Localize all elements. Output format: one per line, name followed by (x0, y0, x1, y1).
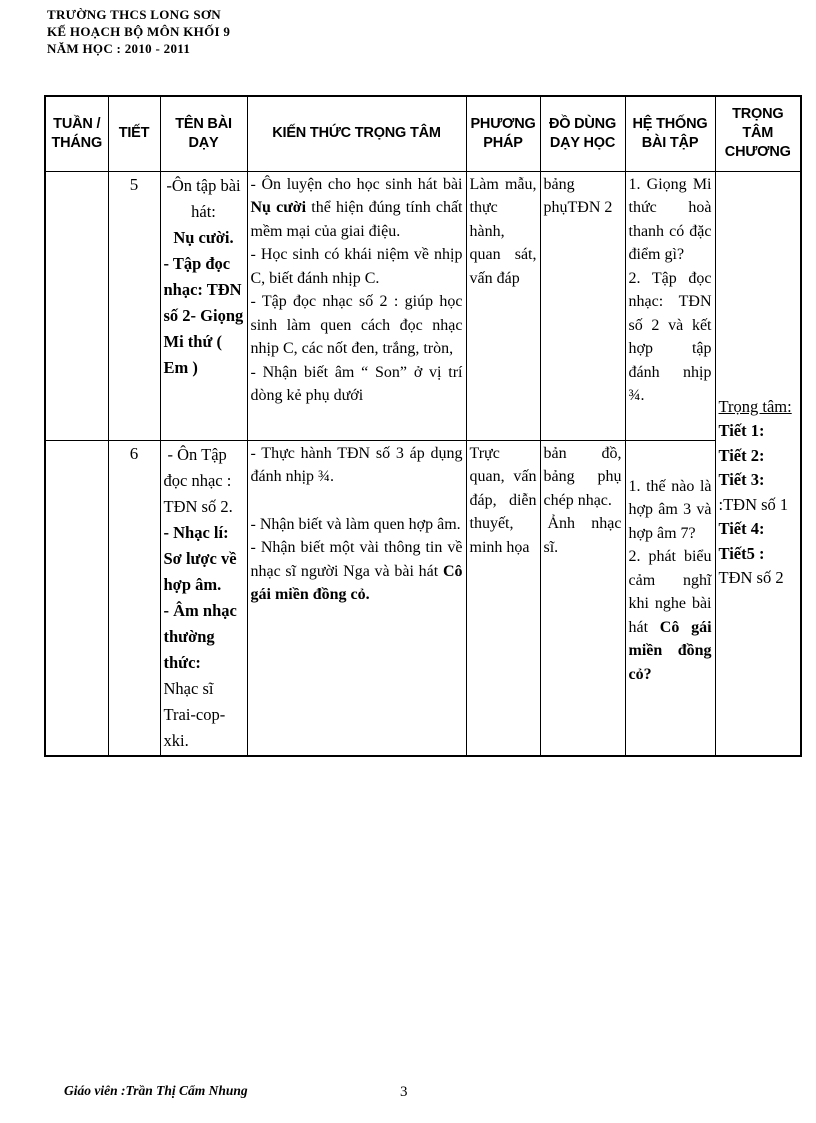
school-name: TRƯỜNG THCS LONG SƠN (47, 7, 221, 22)
school-year: NĂM HỌC : 2010 - 2011 (47, 41, 191, 56)
table-header-row: TUẦN / THÁNG TIẾT TÊN BÀI DẠY KIẾN THỨC … (44, 95, 802, 172)
col-header-ten-bai-day: TÊN BÀI DẠY (159, 95, 248, 172)
text-run: - Nhận biết một vài thông tin về nhạc sĩ… (250, 539, 463, 580)
lesson-title-line: - Ôn Tập đọc nhạc : TĐN số 2. (163, 444, 233, 516)
text-run: 2. phát biểu cảm nghĩ khi nghe bài hát (628, 548, 712, 636)
cell-he-thong-6: 1. thế nào là hợp âm 3 và hợp âm 7? 2. p… (624, 439, 716, 756)
cell-trong-tam-chuong: Trọng tâm: Tiết 1: Tiết 2: Tiết 3: :TĐN … (714, 170, 802, 756)
lesson-title-line: - Âm nhạc thường thức: (163, 600, 237, 672)
chapter-focus-block: Trọng tâm: Tiết 1: Tiết 2: Tiết 3: :TĐN … (719, 173, 798, 591)
knowledge-paragraph: - Nhận biết và làm quen hợp âm. (250, 515, 461, 533)
col-header-trong-tam-chuong: TRỌNG TÂM CHƯƠNG (714, 95, 802, 172)
song-name-bold: Cô gái miền đồng cỏ? (628, 618, 712, 683)
cell-do-dung-6: bản đồ, bảng phụ chép nhạc. Ảnh nhạc sĩ. (539, 439, 626, 756)
focus-item: Tiết 2: (718, 445, 765, 465)
exercise-question: 2. Tập đọc nhạc: TĐN số 2 và kết hợp tập… (628, 269, 712, 405)
col-header-tiet: TIẾT (107, 95, 161, 172)
knowledge-paragraph: - Nhận biết âm “ Son” ở vị trí dòng kẻ p… (250, 363, 463, 405)
text-run: thể hiện đúng tính chất mềm mại của giai… (250, 199, 463, 240)
lesson-plan-table: TUẦN / THÁNG TIẾT TÊN BÀI DẠY KIẾN THỨC … (44, 95, 802, 757)
song-title: Nụ cười. (173, 227, 234, 247)
cell-tiet-6: 6 (107, 439, 161, 756)
teaching-aid: bản đồ, bảng phụ chép nhạc. (543, 444, 622, 509)
lesson-title-line: Nhạc sĩ Trai-cop-xki. (163, 678, 226, 750)
lesson-title-line: -Ôn tập bài hát: (166, 175, 241, 221)
cell-ten-bai-5: -Ôn tập bài hát: Nụ cười. - Tập đọc nhạc… (159, 170, 248, 441)
cell-kien-thuc-5: - Ôn luyện cho học sinh hát bài Nụ cười … (246, 170, 467, 441)
knowledge-paragraph: - Thực hành TĐN số 3 áp dụng đánh nhịp ¾… (250, 444, 463, 486)
col-header-tuan-thang: TUẦN / THÁNG (44, 95, 109, 172)
tdn-title: - Tập đọc nhạc: TĐN số 2- Giọng Mi thứ (… (163, 253, 244, 377)
cell-he-thong-5: 1. Giọng Mi thức hoà thanh có đặc điểm g… (624, 170, 716, 441)
footer-teacher-name: Giáo viên :Trần Thị Cẩm Nhung (64, 1083, 248, 1098)
knowledge-paragraph: - Học sinh có khái niệm về nhịp C, biết … (250, 246, 463, 287)
page-number: 3 (400, 1084, 408, 1100)
doc-header: TRƯỜNG THCS LONG SƠN KẾ HOẠCH BỘ MÔN KHỐ… (47, 6, 230, 57)
knowledge-paragraph: - Ôn luyện cho học sinh hát bài Nụ cười … (251, 173, 463, 244)
cell-kien-thuc-6: - Thực hành TĐN số 3 áp dụng đánh nhịp ¾… (246, 439, 467, 756)
song-name-bold: Nụ cười (250, 199, 307, 216)
knowledge-paragraph: - Tập đọc nhạc số 2 : giúp học sinh làm … (250, 293, 463, 357)
focus-item: TĐN số 2 (718, 568, 784, 587)
focus-item: Tiết 3: (718, 470, 765, 489)
knowledge-paragraph: - Nhận biết một vài thông tin về nhạc sĩ… (251, 536, 463, 607)
lesson-title-line: - Nhạc lí: Sơ lược về hợp âm. (163, 522, 237, 594)
cell-tiet-5: 5 (107, 170, 161, 441)
cell-ten-bai-6: - Ôn Tập đọc nhạc : TĐN số 2. - Nhạc lí:… (159, 439, 248, 756)
cell-tuan-thang-5 (44, 170, 109, 441)
plan-title: KẾ HOẠCH BỘ MÔN KHỐI 9 (47, 24, 231, 39)
cell-phuong-phap-5: Làm mẫu, thực hành, quan sát, vấn đáp (465, 170, 541, 441)
focus-label: Trọng tâm: (718, 396, 792, 416)
text-run: - Ôn luyện cho học sinh hát bài (250, 175, 463, 193)
cell-do-dung-5: bảng phụTĐN 2 (539, 170, 626, 441)
focus-item: Tiết 1: (718, 421, 765, 440)
table-row-tiet-5: 5 -Ôn tập bài hát: Nụ cười. - Tập đọc nh… (44, 170, 802, 756)
song-name-bold: Cô gái miền đồng cỏ. (250, 562, 463, 604)
col-header-kien-thuc-trong-tam: KIẾN THỨC TRỌNG TÂM (246, 95, 467, 172)
exercise-question: 1. Giọng Mi thức hoà thanh có đặc điểm g… (628, 175, 712, 264)
col-header-phuong-phap: PHƯƠNG PHÁP (465, 95, 541, 172)
cell-phuong-phap-6: Trực quan, vấn đáp, diễn thuyết, minh họ… (465, 439, 541, 756)
focus-item: :TĐN số 1 (718, 494, 789, 514)
focus-item: Tiết 4: (718, 519, 765, 538)
table-row-tiet-6: 6 - Ôn Tập đọc nhạc : TĐN số 2. - Nhạc l… (44, 439, 801, 756)
col-header-he-thong-bai-tap: HỆ THỐNG BÀI TẬP (624, 95, 716, 172)
exercise-question: 2. phát biểu cảm nghĩ khi nghe bài hát C… (629, 545, 712, 686)
teaching-aid: Ảnh nhạc sĩ. (543, 515, 622, 556)
cell-tuan-thang-6 (44, 439, 109, 756)
focus-item: Tiết5 : (718, 543, 765, 563)
exercise-question: 1. thế nào là hợp âm 3 và hợp âm 7? (628, 477, 712, 542)
col-header-do-dung-day-hoc: ĐỒ DÙNG DẠY HỌC (539, 95, 626, 172)
